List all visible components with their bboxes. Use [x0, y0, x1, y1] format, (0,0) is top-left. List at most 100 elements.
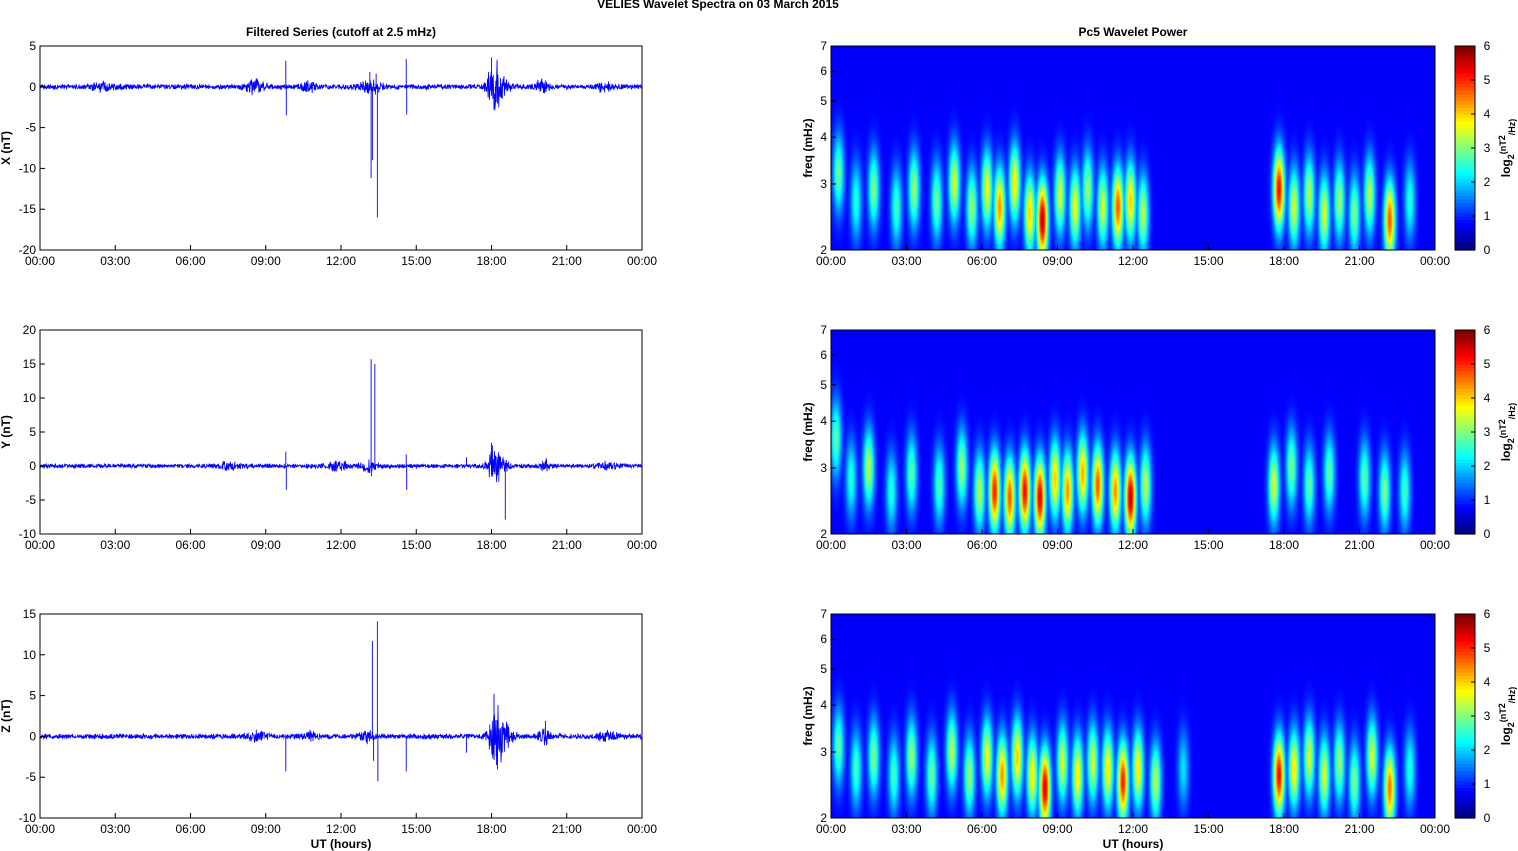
- colorbar-swatch: [1455, 624, 1475, 629]
- y-tick-label: 10: [23, 391, 37, 405]
- colorbar-swatch: [1455, 80, 1475, 84]
- colorbar-swatch: [1455, 654, 1475, 659]
- x-tick-label: 09:00: [251, 538, 281, 552]
- colorbar-swatch: [1455, 702, 1475, 707]
- colorbar-swatch: [1455, 66, 1475, 71]
- x-tick-label: 00:00: [1420, 538, 1450, 552]
- colorbar-swatch: [1455, 807, 1475, 812]
- colorbar-swatch: [1455, 384, 1475, 389]
- colorbar-swatch: [1455, 374, 1475, 379]
- colorbar-swatch: [1455, 148, 1475, 152]
- y-axis-label: freq (mHz): [801, 402, 815, 461]
- colorbar-swatch: [1455, 357, 1475, 362]
- y-tick-label: 6: [820, 632, 827, 646]
- y-tick-label: 4: [820, 698, 827, 712]
- colorbar-swatch: [1455, 634, 1475, 639]
- x-tick-label: 03:00: [100, 538, 130, 552]
- colorbar-swatch: [1455, 83, 1475, 88]
- colorbar-label: log2(nT2/Hz): [1497, 403, 1517, 462]
- colorbar-swatch: [1455, 134, 1475, 139]
- colorbar-swatch: [1455, 432, 1475, 436]
- colorbar-swatch: [1455, 161, 1475, 166]
- colorbar-swatch: [1455, 459, 1475, 464]
- y-tick-label: 0: [29, 729, 36, 743]
- y-tick-label: 4: [820, 414, 827, 428]
- colorbar-swatch: [1455, 165, 1475, 169]
- colorbar-swatch: [1455, 517, 1475, 521]
- colorbar-swatch: [1455, 404, 1475, 409]
- x-tick-label: 06:00: [967, 822, 997, 836]
- y-tick-label: 4: [820, 130, 827, 144]
- colorbar-swatch: [1455, 90, 1475, 95]
- y-tick-label: -15: [19, 202, 37, 216]
- colorbar-swatch: [1455, 716, 1475, 720]
- x-tick-label: 09:00: [251, 254, 281, 268]
- panel-title: Filtered Series (cutoff at 2.5 mHz): [246, 25, 436, 39]
- y-tick-label: 0: [29, 80, 36, 94]
- x-tick-label: 12:00: [1118, 538, 1148, 552]
- colorbar-swatch: [1455, 435, 1475, 440]
- colorbar-swatch: [1455, 425, 1475, 430]
- colorbar-swatch: [1455, 110, 1475, 115]
- colorbar-swatch: [1455, 472, 1475, 477]
- colorbar-swatch: [1455, 665, 1475, 669]
- wavelet-panel-wavelet-z: 2 3 4 5 6 7 00:00 03:00 06:00 09:00 12:00 15:00 18:0…: [801, 607, 1517, 851]
- colorbar-swatch: [1455, 158, 1475, 163]
- colorbar-swatch: [1455, 641, 1475, 646]
- colorbar-swatch: [1455, 137, 1475, 142]
- colorbar-tick-label: 3: [1484, 141, 1491, 155]
- x-tick-label: 21:00: [1344, 822, 1374, 836]
- colorbar-swatch: [1455, 212, 1475, 217]
- y-tick-label: 7: [820, 323, 827, 337]
- colorbar-swatch: [1455, 195, 1475, 200]
- y-tick-label: -10: [19, 527, 37, 541]
- y-tick-label: 2: [820, 243, 827, 257]
- colorbar-swatch: [1455, 777, 1475, 782]
- x-tick-label: 09:00: [1042, 254, 1072, 268]
- y-tick-label: 20: [23, 323, 37, 337]
- colorbar-swatch: [1455, 73, 1475, 78]
- colorbar-swatch: [1455, 103, 1475, 108]
- y-tick-label: 5: [29, 689, 36, 703]
- colorbar-tick-label: 3: [1484, 709, 1491, 723]
- colorbar: 0 1 2 3 4 5 6 log2(nT2/Hz): [1454, 39, 1517, 257]
- plot-area: [39, 329, 643, 535]
- x-tick-label: 18:00: [1269, 254, 1299, 268]
- colorbar-swatch: [1455, 712, 1475, 717]
- colorbar-swatch: [1455, 182, 1475, 186]
- plot-area: [39, 613, 643, 819]
- colorbar-swatch: [1455, 394, 1475, 399]
- colorbar-swatch: [1455, 52, 1475, 57]
- colorbar-swatch: [1455, 391, 1475, 396]
- colorbar-swatch: [1455, 726, 1475, 731]
- colorbar-swatch: [1455, 415, 1475, 419]
- x-tick-label: 18:00: [476, 538, 506, 552]
- colorbar-tick-label: 3: [1484, 425, 1491, 439]
- x-tick-label: 03:00: [100, 822, 130, 836]
- colorbar-tick-label: 0: [1484, 243, 1491, 257]
- colorbar-swatch: [1455, 688, 1475, 693]
- colorbar-swatch: [1455, 767, 1475, 771]
- colorbar-swatch: [1455, 336, 1475, 341]
- colorbar-swatch: [1455, 455, 1475, 460]
- colorbar-swatch: [1455, 236, 1475, 241]
- x-tick-label: 00:00: [25, 822, 55, 836]
- y-tick-label: 7: [820, 607, 827, 621]
- colorbar-swatch: [1455, 377, 1475, 382]
- y-tick-label: -5: [25, 493, 36, 507]
- x-tick-label: 15:00: [1193, 254, 1223, 268]
- colorbar-swatch: [1455, 246, 1475, 251]
- colorbar-tick-label: 5: [1484, 357, 1491, 371]
- wavelet-heatmap: [831, 614, 1435, 818]
- colorbar-swatch: [1455, 347, 1475, 351]
- colorbar-swatch: [1455, 175, 1475, 180]
- colorbar-swatch: [1455, 648, 1475, 652]
- colorbar-swatch: [1455, 398, 1475, 402]
- colorbar-swatch: [1455, 692, 1475, 697]
- series-panel-filtered-y: -10 -5 0 5 10 15 20 00:00 03:00 06:00 09:00 12:00 15…: [0, 323, 657, 552]
- x-tick-label: 00:00: [1420, 822, 1450, 836]
- x-tick-label: 18:00: [1269, 822, 1299, 836]
- y-tick-label: 7: [820, 39, 827, 53]
- colorbar-swatch: [1455, 127, 1475, 132]
- x-tick-label: 06:00: [967, 538, 997, 552]
